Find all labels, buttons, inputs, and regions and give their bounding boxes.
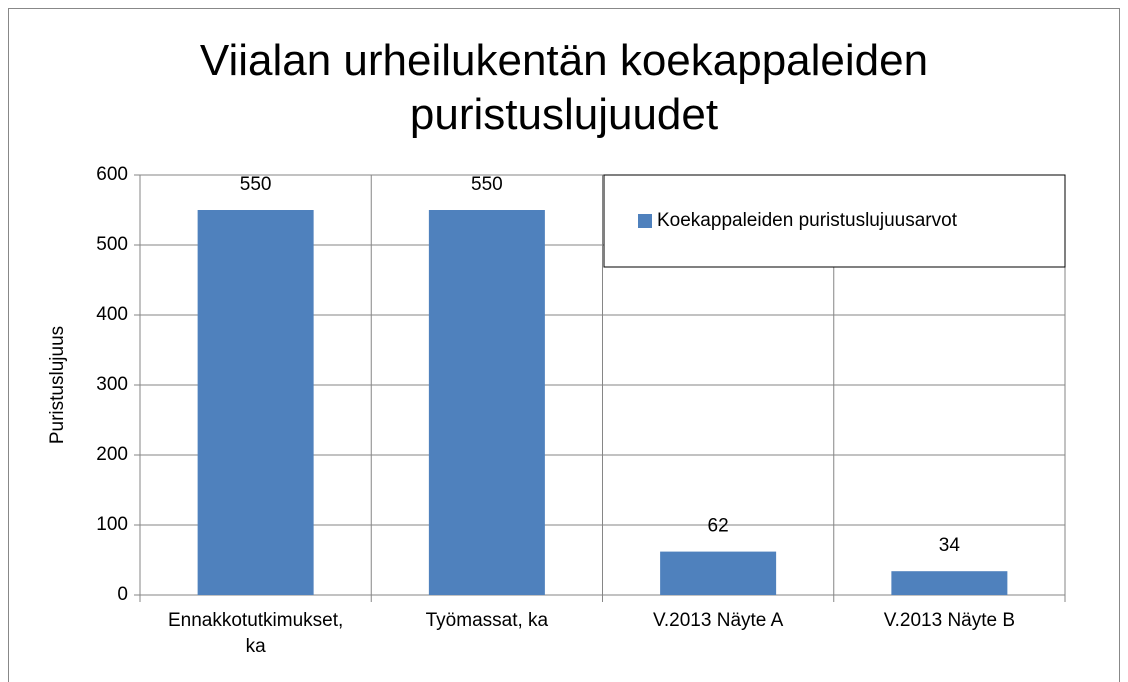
data-label: 62	[708, 516, 729, 537]
legend-swatch	[638, 214, 652, 228]
y-tick-label: 400	[96, 304, 128, 325]
x-tick-label: V.2013 Näyte A	[652, 610, 784, 631]
x-tick-label: Työmassat, ka	[425, 610, 549, 631]
y-tick-label: 300	[96, 374, 128, 395]
x-tick-label: V.2013 Näyte B	[883, 610, 1016, 631]
x-tick-label: Ennakkotutkimukset, ka	[167, 610, 344, 657]
y-tick-label: 600	[96, 164, 128, 185]
y-tick-label: 500	[96, 234, 128, 255]
y-tick-label: 0	[117, 584, 128, 605]
y-tick-label: 200	[96, 444, 128, 465]
chart-title: Viialan urheilukentän koekappaleiden pur…	[199, 36, 929, 139]
data-label: 550	[240, 174, 272, 195]
y-axis-label: Puristuslujuus	[47, 326, 68, 444]
y-tick-label: 100	[96, 514, 128, 535]
data-label: 34	[939, 535, 961, 556]
legend-label: Koekappaleiden puristuslujuusarvot	[657, 210, 958, 231]
data-label: 550	[471, 174, 503, 195]
bar	[197, 210, 314, 595]
chart-border	[8, 8, 1120, 682]
bar	[891, 571, 1008, 595]
bar	[428, 210, 545, 595]
bar	[660, 551, 777, 595]
legend-box	[603, 174, 1066, 268]
